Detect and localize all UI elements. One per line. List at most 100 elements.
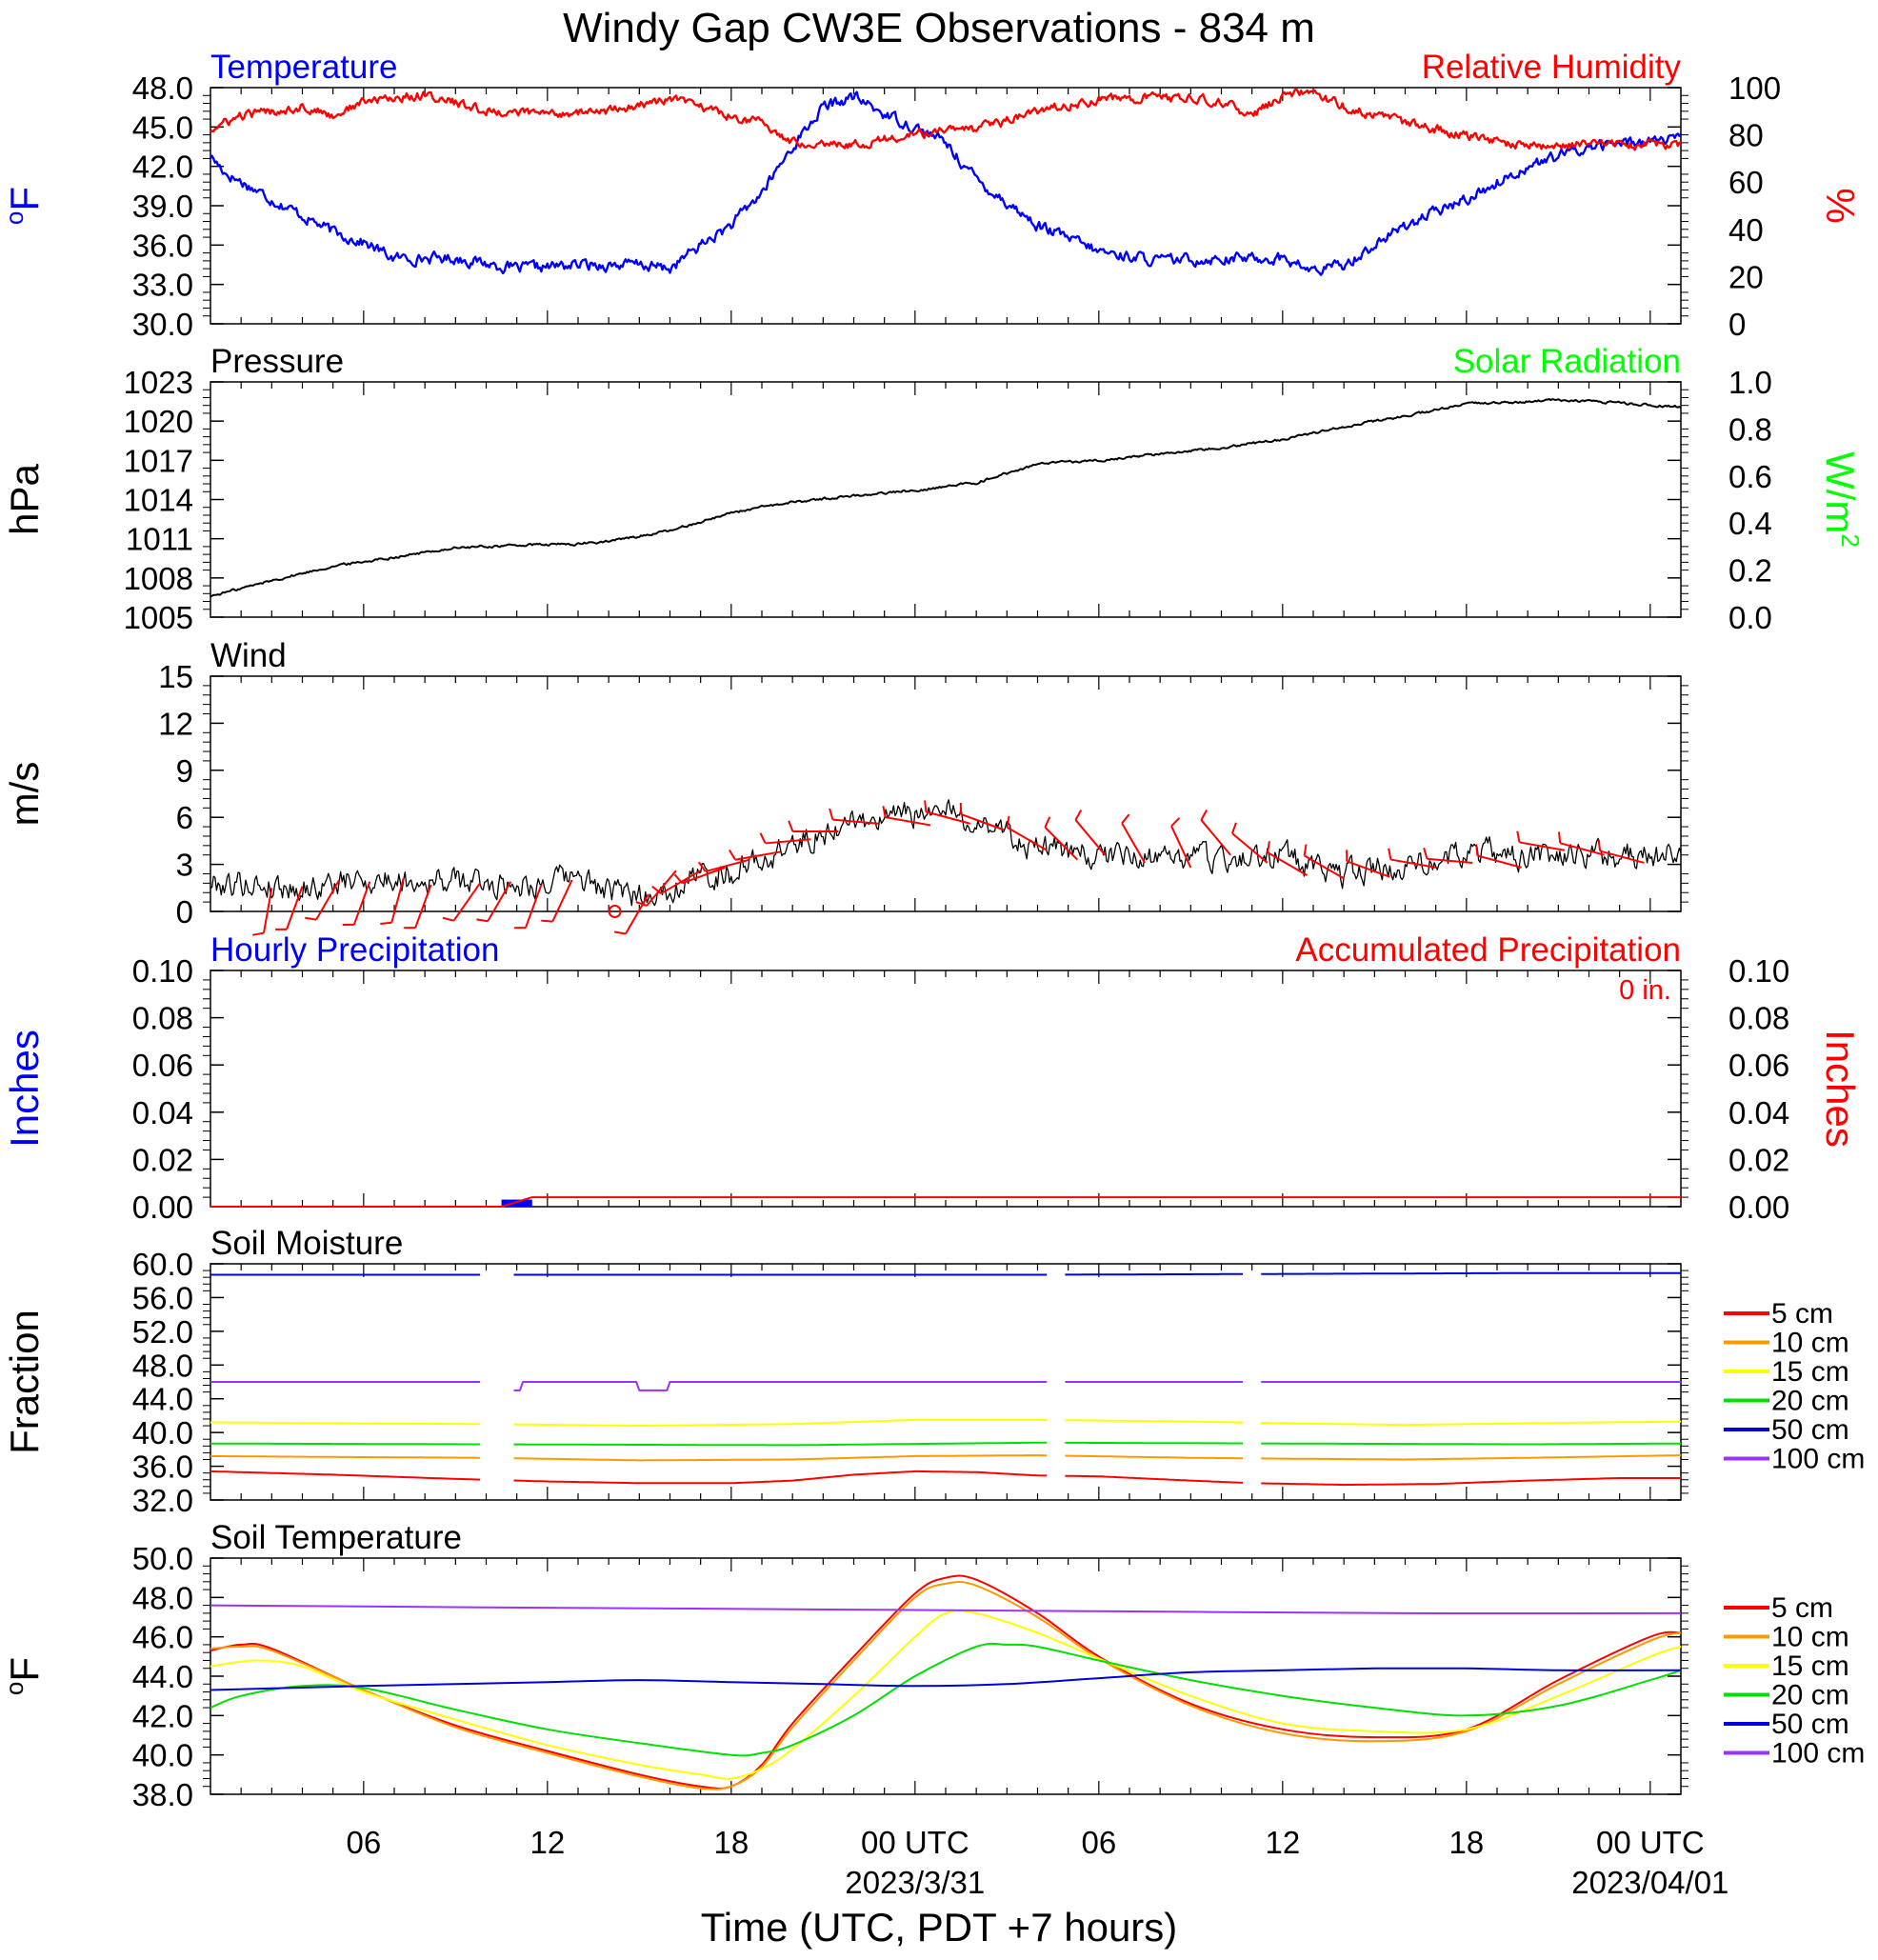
wind-barb [924, 800, 970, 825]
wind-barb [1074, 809, 1107, 856]
precip-bar [501, 1199, 532, 1207]
y2-tick-label: 0.10 [1728, 953, 1789, 989]
panel-left-title: Wind [210, 637, 287, 674]
wind-barb-flag [635, 901, 648, 907]
wind-barb-staff [414, 884, 432, 929]
y2-tick-label: 60 [1728, 165, 1764, 200]
wind-barb-flag [759, 832, 767, 844]
wind-barb-staff [625, 893, 649, 934]
series-line-accumulated-precipitation [210, 1196, 1681, 1208]
y2-tick-label: 80 [1728, 118, 1764, 153]
y-tick-label: 0.10 [132, 953, 193, 989]
wind-barb [1388, 848, 1436, 869]
series-line-5-cm [210, 1470, 1681, 1487]
wind-barb [342, 881, 371, 926]
wind-barb-staff [1599, 850, 1645, 864]
wind-barb-staff [1170, 825, 1192, 869]
wind-barb [1200, 809, 1231, 856]
panel-left-title: Soil Moisture [210, 1225, 403, 1262]
wind-barb-flag [1200, 809, 1209, 821]
wind-barb-flag [380, 921, 392, 925]
legend-label: 50 cm [1771, 1709, 1849, 1740]
wind-barb-staff [390, 878, 405, 924]
wind-barb-flag [1170, 817, 1181, 828]
y-tick-label: 45.0 [132, 110, 193, 145]
series-line-wind-speed [210, 799, 1682, 907]
y2-tick-label: 0.8 [1728, 411, 1772, 447]
wind-barb [788, 820, 839, 833]
panel-right-title: Relative Humidity [1422, 49, 1682, 86]
y2-tick-label: 0.4 [1728, 506, 1772, 541]
wind-barb [729, 849, 781, 861]
wind-barb-staff [1200, 819, 1231, 856]
series-line-100-cm [210, 1381, 1681, 1391]
y-tick-label: 32.0 [132, 1483, 193, 1518]
wind-barb [305, 879, 340, 921]
panel-frame [210, 970, 1682, 1208]
y-tick-label: 1011 [126, 522, 193, 557]
wind-barb [1558, 831, 1605, 856]
panel-frame [210, 1557, 1682, 1795]
wind-barb [1475, 844, 1522, 869]
x-tick-label: 00 UTC [1596, 1825, 1705, 1860]
wind-barb-staff [1427, 857, 1473, 864]
wind-barb-flag [1074, 809, 1083, 821]
y-tick-label: 48.0 [132, 1348, 193, 1383]
wind-barb-flag [1558, 831, 1562, 844]
panel-right-title: Accumulated Precipitation [1295, 931, 1681, 969]
wind-barb [1231, 822, 1269, 864]
wind-barb-flag [1303, 844, 1308, 856]
wind-barb [380, 878, 405, 925]
wind-barb-staff [926, 810, 970, 825]
y-axis-label: oF [0, 187, 47, 225]
wind-barb-flag [651, 885, 662, 894]
wind-barb-flag [541, 919, 553, 923]
wind-barb-flag [729, 849, 736, 861]
wind-barb [635, 870, 677, 907]
legend-label: 50 cm [1771, 1414, 1849, 1446]
y-tick-label: 1008 [124, 561, 193, 596]
wind-barb [1423, 847, 1473, 864]
panel-right-title: Solar Radiation [1453, 343, 1681, 380]
series-line-10-cm [210, 1454, 1681, 1462]
y-tick-label: 38.0 [132, 1777, 193, 1812]
accumulated-total: 0 in. [1619, 975, 1671, 1006]
y2-tick-label: 0.6 [1728, 459, 1772, 494]
wind-barb-staff [1346, 860, 1390, 878]
y-tick-label: 48.0 [132, 70, 193, 106]
series-line-pressure [210, 398, 1682, 598]
wind-barb-staff [646, 870, 677, 907]
y-axis-label: Inches [2, 1030, 47, 1148]
x-tick-label: 12 [529, 1825, 565, 1860]
wind-barb-staff [263, 888, 273, 933]
legend-label: 10 cm [1771, 1622, 1849, 1653]
y-tick-label: 3 [176, 848, 193, 883]
y-tick-label: 52.0 [132, 1314, 193, 1350]
y-tick-label: 40.0 [132, 1738, 193, 1773]
wind-barb-staff [734, 850, 781, 861]
wind-barb [829, 808, 879, 825]
y-tick-label: 30.0 [132, 307, 193, 342]
wind-barb-staff [525, 884, 543, 929]
series-line-5-cm [210, 1574, 1682, 1790]
y-tick-label: 0 [176, 894, 193, 930]
wind-barb [1267, 841, 1309, 876]
y-tick-label: 44.0 [132, 1659, 193, 1694]
panel-5: 60.056.052.048.044.040.036.032.0 Soil Moi… [2, 1225, 1865, 1518]
wind-barb [1346, 850, 1390, 878]
wind-barb-flag [882, 806, 887, 818]
wind-barb-flag [1423, 847, 1428, 860]
wind-barb-flag [1044, 816, 1051, 829]
x-tick-label: 18 [1448, 1825, 1484, 1860]
y-tick-label: 1017 [124, 443, 193, 478]
wind-barb-flag [697, 861, 707, 872]
wind-barb-staff [352, 881, 371, 926]
wind-barb [1044, 816, 1079, 861]
wind-barb-staff [705, 858, 750, 873]
y-tick-label: 6 [176, 800, 193, 835]
calm-wind-marker [608, 905, 622, 918]
legend-label: 5 cm [1771, 1298, 1833, 1330]
panel-3: 15 12 9 6 3 0 Wind m/s [2, 637, 1688, 936]
